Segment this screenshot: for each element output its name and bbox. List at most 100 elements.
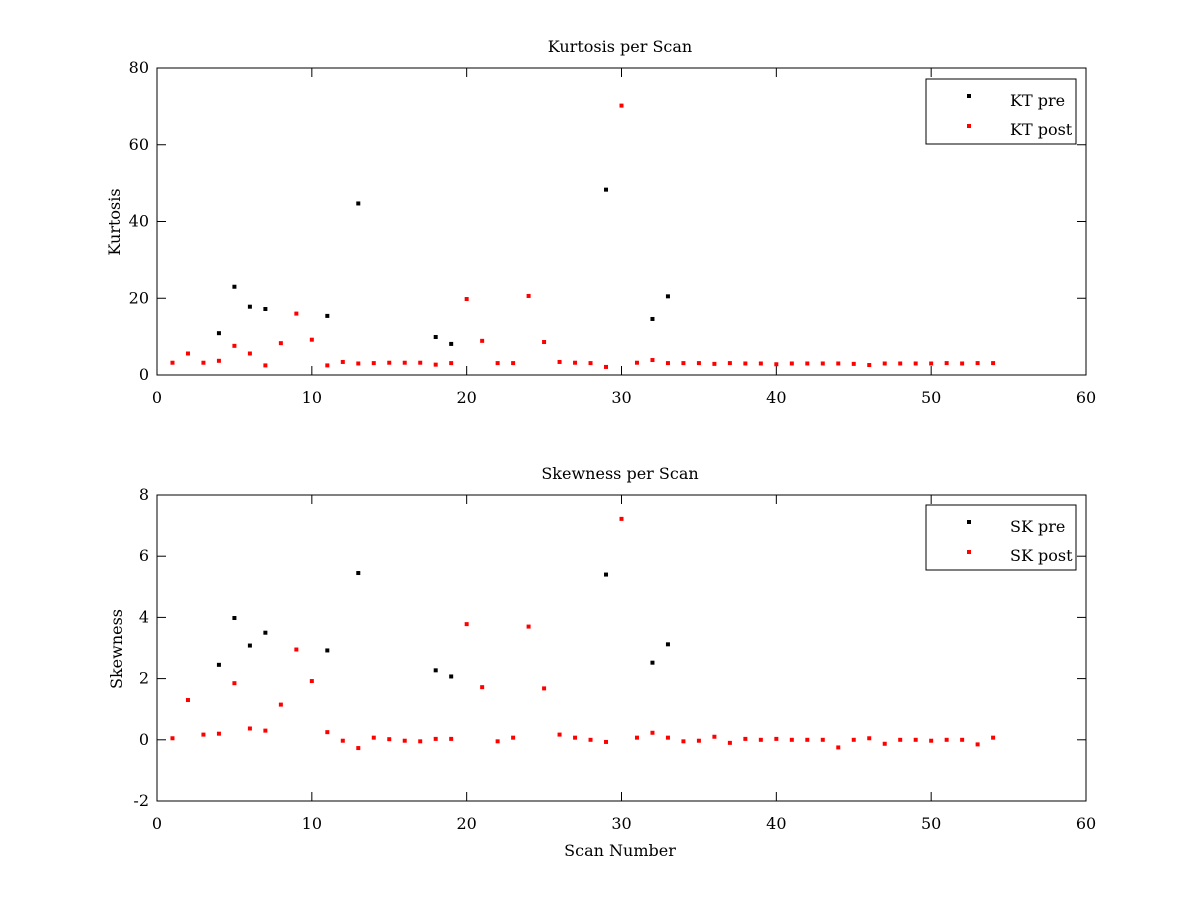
data-point-sk-pre	[216, 662, 221, 667]
data-point-kt-post	[774, 362, 779, 367]
data-point-kt-post	[960, 361, 965, 366]
data-point-sk-post	[216, 731, 221, 736]
data-point-kt-post	[185, 351, 190, 356]
data-point-sk-pre	[263, 630, 268, 635]
data-point-kt-post	[480, 338, 485, 343]
data-point-sk-post	[542, 686, 547, 691]
data-point-kt-post	[340, 359, 345, 364]
data-point-kt-post	[758, 361, 763, 366]
y-tick-label: 20	[129, 288, 149, 307]
data-point-kt-pre	[433, 335, 438, 340]
data-point-kt-post	[356, 361, 361, 366]
legend-marker-kt-post	[967, 124, 971, 128]
data-point-sk-post	[387, 737, 392, 742]
data-point-kt-post	[294, 311, 299, 316]
data-point-kt-post	[898, 361, 903, 366]
data-point-kt-post	[511, 361, 516, 366]
legend-marker-sk-pre	[967, 520, 971, 524]
data-point-kt-post	[526, 293, 531, 298]
legend-marker-kt-pre	[967, 94, 971, 98]
data-point-kt-post	[402, 360, 407, 365]
chart-title: Kurtosis per Scan	[548, 37, 692, 56]
data-point-sk-post	[681, 739, 686, 744]
data-point-kt-post	[433, 362, 438, 367]
data-point-sk-post	[665, 735, 670, 740]
y-tick-label: 2	[139, 669, 149, 688]
data-point-kt-pre	[356, 201, 361, 206]
data-point-sk-post	[929, 738, 934, 743]
data-point-kt-post	[929, 361, 934, 366]
data-point-kt-pre	[604, 187, 609, 192]
data-point-sk-post	[758, 737, 763, 742]
data-point-sk-post	[418, 739, 423, 744]
y-tick-label: 40	[129, 212, 149, 231]
data-point-sk-post	[712, 734, 717, 739]
data-point-sk-post	[650, 730, 655, 735]
data-point-kt-post	[495, 361, 500, 366]
data-point-sk-post	[789, 737, 794, 742]
data-point-sk-post	[480, 685, 485, 690]
data-point-kt-pre	[232, 284, 237, 289]
chart-title: Skewness per Scan	[541, 464, 698, 483]
data-point-kt-post	[913, 361, 918, 366]
data-point-sk-post	[991, 735, 996, 740]
data-point-sk-post	[433, 736, 438, 741]
data-point-sk-post	[309, 679, 314, 684]
y-tick-label: 0	[139, 365, 149, 384]
x-tick-label: 60	[1076, 388, 1096, 407]
y-axis-label: Kurtosis	[105, 188, 124, 255]
y-tick-label: 0	[139, 730, 149, 749]
data-point-kt-post	[681, 361, 686, 366]
data-point-kt-post	[712, 361, 717, 366]
data-point-kt-post	[387, 360, 392, 365]
data-point-kt-post	[851, 361, 856, 366]
legend-entry-kt-pre: KT pre	[1010, 91, 1065, 110]
data-point-sk-post	[588, 737, 593, 742]
x-tick-label: 50	[921, 388, 941, 407]
x-tick-label: 30	[611, 814, 631, 833]
data-point-sk-post	[867, 736, 872, 741]
data-point-kt-pre	[650, 316, 655, 321]
data-point-sk-post	[495, 739, 500, 744]
data-point-kt-post	[247, 351, 252, 356]
data-point-sk-pre	[356, 571, 361, 576]
data-point-kt-post	[634, 360, 639, 365]
y-tick-label: 8	[139, 485, 149, 504]
data-point-sk-post	[913, 737, 918, 742]
data-point-kt-post	[232, 343, 237, 348]
data-point-kt-pre	[216, 331, 221, 336]
data-point-kt-post	[727, 361, 732, 366]
data-point-kt-post	[371, 361, 376, 366]
data-point-kt-post	[201, 360, 206, 365]
y-tick-label: -2	[133, 791, 149, 810]
y-tick-label: 60	[129, 135, 149, 154]
data-point-sk-post	[402, 738, 407, 743]
data-point-kt-post	[836, 361, 841, 366]
data-point-kt-post	[325, 363, 330, 368]
legend-box	[925, 78, 1077, 145]
data-point-kt-post	[418, 360, 423, 365]
kurtosis-chart: Kurtosis per Scan Kurtosis 0 10 20 30 40 50 60…	[105, 37, 1096, 407]
data-point-kt-post	[743, 361, 748, 366]
data-point-kt-post	[170, 360, 175, 365]
data-point-kt-post	[309, 337, 314, 342]
legend-entry-sk-pre: SK pre	[1010, 517, 1065, 536]
x-tick-label: 10	[302, 814, 322, 833]
data-point-kt-post	[449, 361, 454, 366]
data-point-sk-post	[696, 738, 701, 743]
legend-marker-sk-post	[967, 550, 971, 554]
data-point-sk-post	[170, 736, 175, 741]
data-point-sk-post	[201, 732, 206, 737]
data-point-kt-post	[464, 297, 469, 302]
data-point-sk-pre	[665, 642, 670, 647]
data-point-sk-post	[247, 726, 252, 731]
data-point-sk-post	[634, 735, 639, 740]
data-point-kt-post	[557, 359, 562, 364]
data-point-sk-post	[278, 702, 283, 707]
data-point-kt-pre	[263, 306, 268, 311]
data-point-sk-post	[294, 647, 299, 652]
data-point-kt-pre	[665, 294, 670, 299]
data-point-kt-post	[573, 360, 578, 365]
y-tick-label: 4	[139, 607, 149, 626]
